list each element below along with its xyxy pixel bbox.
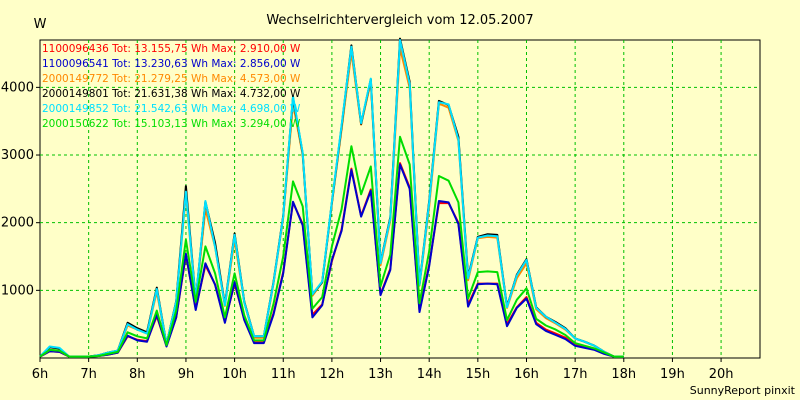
x-tick-label: 12h <box>320 367 345 382</box>
legend-entry-2000149772: 2000149772 Tot: 21.279,25 Wh Max: 4.573,… <box>42 73 301 85</box>
x-tick-label: 13h <box>368 367 393 382</box>
x-tick-label: 18h <box>611 367 636 382</box>
series-line-1100096541 <box>39 163 624 358</box>
x-tick-label: 16h <box>514 367 539 382</box>
chart-title: Wechselrichtervergleich vom 12.05.2007 <box>266 13 533 28</box>
y-tick-label: 4000 <box>1 80 34 95</box>
y-axis-unit-label: W <box>34 17 47 32</box>
x-tick-label: 7h <box>80 367 97 382</box>
x-tick-label: 8h <box>129 367 146 382</box>
x-tick-label: 10h <box>222 367 247 382</box>
legend-entry-2000149801: 2000149801 Tot: 21.631,38 Wh Max: 4.732,… <box>42 88 301 100</box>
x-tick-label: 15h <box>465 367 490 382</box>
legend-entry-2000149852: 2000149852 Tot: 21.542,63 Wh Max: 4.698,… <box>42 103 301 115</box>
legend-entry-1100096541: 1100096541 Tot: 13.230,63 Wh Max: 2.856,… <box>42 58 301 70</box>
y-axis-ticks: 1000 2000 3000 4000 <box>1 80 40 298</box>
x-tick-label: 6h <box>32 367 49 382</box>
series-line-2000149852 <box>39 39 624 358</box>
legend-entry-1100096436: 1100096436 Tot: 13.155,75 Wh Max: 2.910,… <box>42 43 301 55</box>
legend-entry-2000150622: 2000150622 Tot: 15.103,13 Wh Max: 3.294,… <box>42 118 301 130</box>
x-tick-label: 20h <box>709 367 734 382</box>
grid-lines <box>40 40 760 358</box>
footer-credit: SunnyReport pinxit <box>690 384 796 397</box>
x-tick-label: 17h <box>563 367 588 382</box>
y-tick-label: 1000 <box>1 283 34 298</box>
legend: 1100096436 Tot: 13.155,75 Wh Max: 2.910,… <box>42 43 301 130</box>
x-tick-label: 9h <box>178 367 195 382</box>
y-tick-label: 2000 <box>1 216 34 231</box>
x-tick-label: 19h <box>660 367 685 382</box>
x-tick-label: 11h <box>271 367 296 382</box>
x-tick-label: 14h <box>417 367 442 382</box>
y-tick-label: 3000 <box>1 148 34 163</box>
series-line-2000150622 <box>39 135 624 358</box>
x-axis-ticks: 6h 7h 8h 9h 10h 11h 12h 13h 14h 15h 16h 17h 18h 19h 20… <box>32 358 734 382</box>
series-lines <box>39 37 624 358</box>
